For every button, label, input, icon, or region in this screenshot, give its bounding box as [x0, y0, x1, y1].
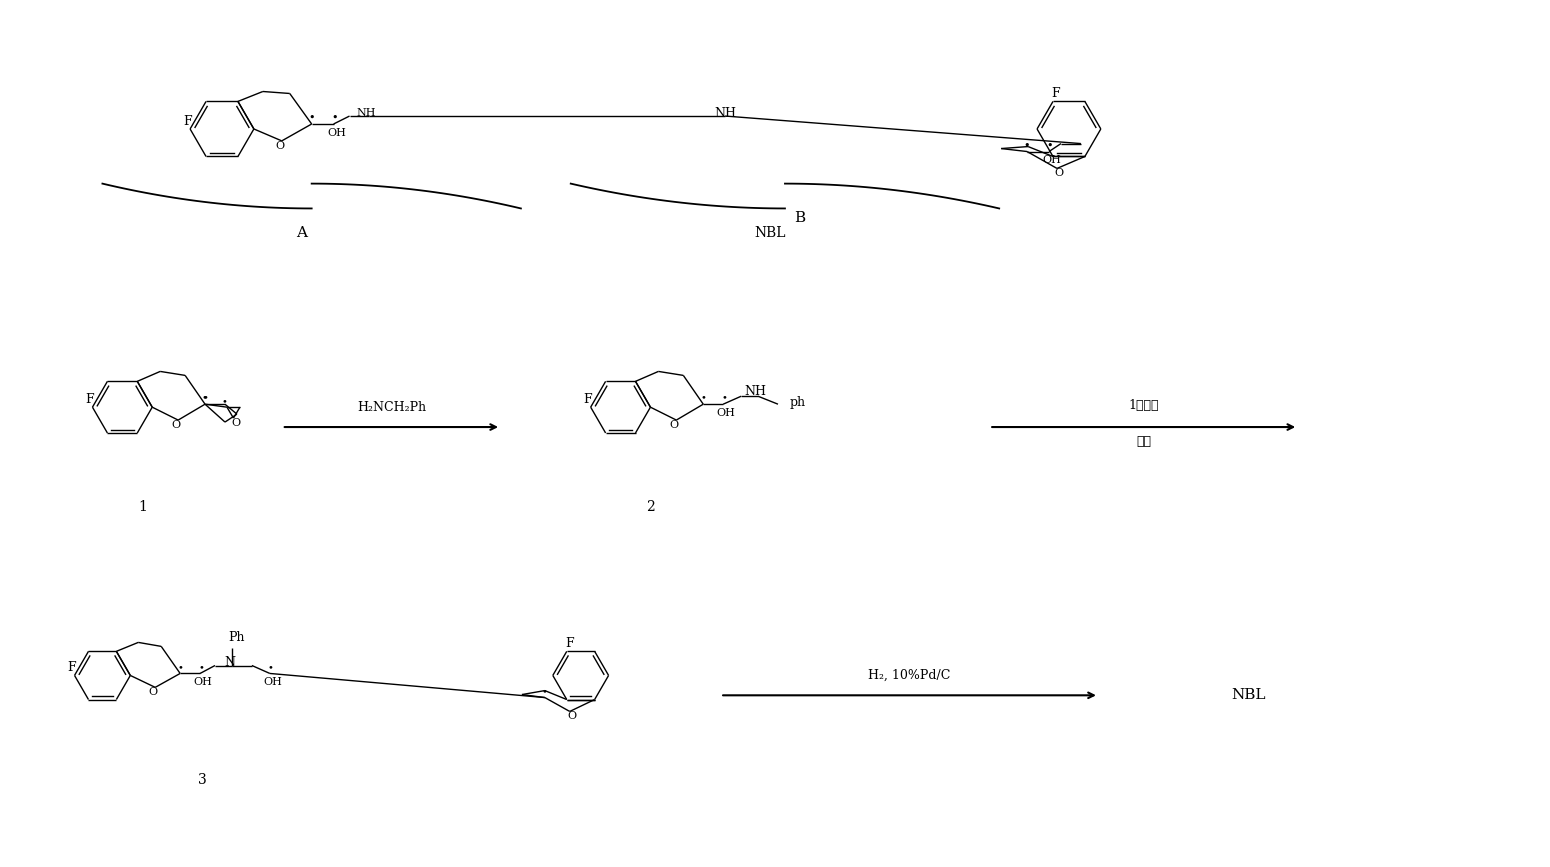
- Text: •: •: [701, 394, 707, 403]
- Text: •: •: [721, 394, 727, 403]
- Text: ph: ph: [790, 395, 806, 408]
- Text: •: •: [1025, 140, 1031, 151]
- Text: NH: NH: [715, 107, 736, 120]
- Text: O: O: [149, 688, 158, 697]
- Text: F: F: [566, 637, 574, 650]
- Text: O: O: [1054, 168, 1063, 179]
- Text: •: •: [177, 663, 183, 672]
- Text: A: A: [296, 226, 307, 240]
- Text: NBL: NBL: [1231, 688, 1265, 702]
- Text: F: F: [583, 393, 592, 406]
- Text: •: •: [268, 663, 274, 672]
- Text: OH: OH: [1043, 155, 1062, 166]
- Text: NH: NH: [744, 385, 766, 398]
- Text: Ph: Ph: [229, 631, 245, 644]
- Text: O: O: [670, 420, 679, 430]
- Text: H₂NCH₂Ph: H₂NCH₂Ph: [356, 401, 426, 414]
- Text: 回流: 回流: [1136, 435, 1152, 448]
- Text: OH: OH: [716, 408, 736, 418]
- Text: H₂, 10%Pd/C: H₂, 10%Pd/C: [868, 669, 950, 682]
- Text: •: •: [332, 113, 338, 123]
- Text: •: •: [308, 113, 315, 123]
- Text: •: •: [202, 394, 208, 403]
- Text: 2: 2: [646, 499, 654, 513]
- Text: •: •: [222, 398, 226, 407]
- Text: 3: 3: [198, 772, 206, 786]
- Text: O: O: [172, 420, 181, 430]
- Text: F: F: [85, 393, 95, 406]
- Text: NBL: NBL: [755, 226, 786, 240]
- Text: OH: OH: [194, 677, 212, 688]
- Text: O: O: [231, 418, 240, 428]
- Text: F: F: [67, 661, 76, 674]
- Text: F: F: [183, 114, 192, 127]
- Text: O: O: [567, 712, 577, 721]
- Text: •: •: [542, 687, 547, 696]
- Text: •: •: [1046, 140, 1054, 151]
- Text: N: N: [225, 656, 236, 669]
- Text: OH: OH: [327, 128, 346, 138]
- Text: OH: OH: [264, 677, 282, 688]
- Text: •: •: [198, 663, 205, 672]
- Text: F: F: [1052, 87, 1060, 100]
- Text: O: O: [276, 140, 285, 151]
- Text: 1: 1: [138, 499, 147, 513]
- Text: •: •: [202, 394, 208, 403]
- Text: NH: NH: [356, 108, 377, 118]
- Text: B: B: [794, 212, 806, 225]
- Text: 1和乙醇: 1和乙醇: [1128, 399, 1159, 412]
